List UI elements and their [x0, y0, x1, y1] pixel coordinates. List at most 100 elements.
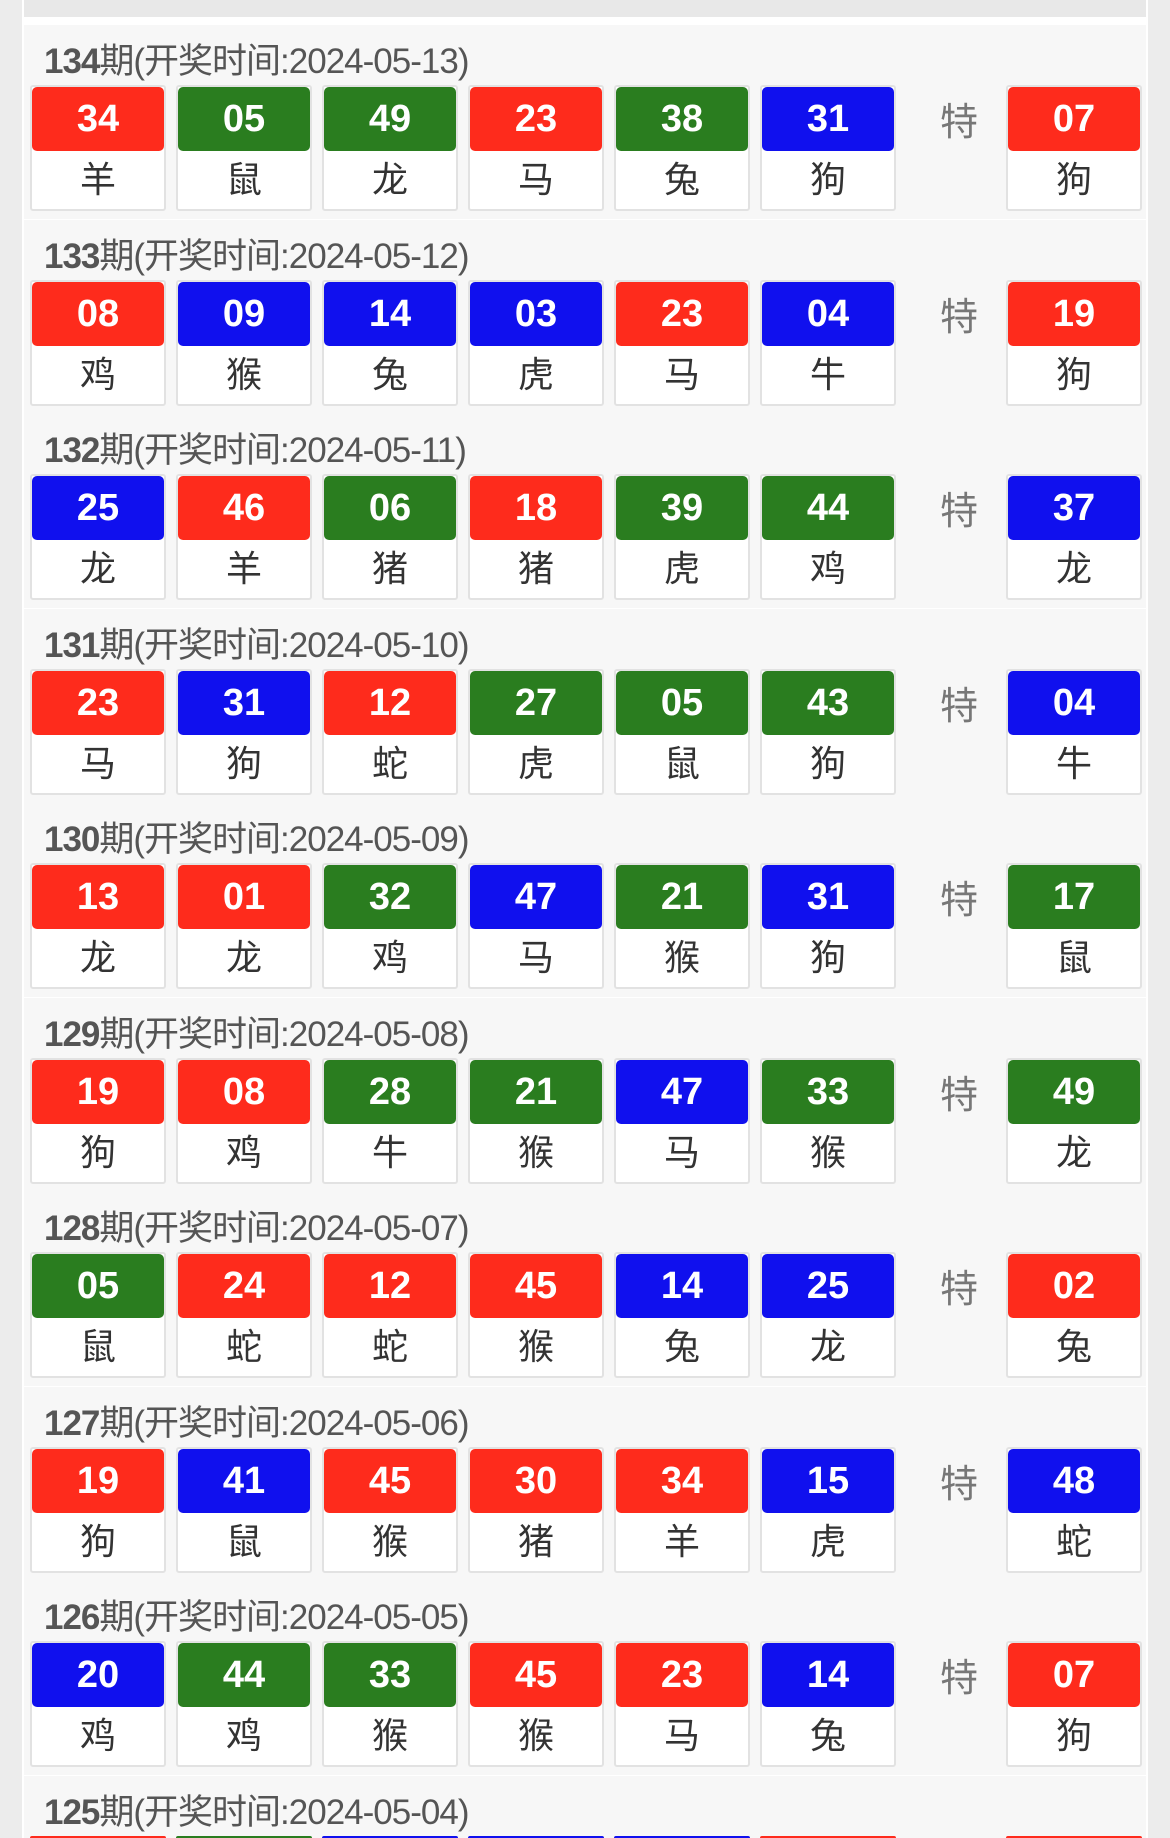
ball: 05 鼠 [176, 85, 312, 211]
period-number: 133 [44, 236, 100, 276]
period-number: 127 [44, 1403, 100, 1443]
zodiac-label: 羊 [225, 548, 262, 589]
ball: 31 狗 [760, 85, 896, 211]
ball: 30 猪 [468, 1446, 604, 1573]
ball [468, 1835, 604, 1838]
ball-number: 07 [1008, 87, 1140, 151]
zodiac-label: 虎 [663, 548, 700, 589]
zodiac-label: 兔 [371, 353, 408, 395]
zodiac-label: 狗 [809, 742, 846, 784]
ball: 31 狗 [176, 668, 312, 795]
special-ball: 17 鼠 [1006, 863, 1142, 989]
ball-number: 25 [762, 1254, 894, 1318]
ball-number: 05 [178, 87, 310, 151]
ball-number: 44 [762, 476, 894, 540]
period-number: 125 [44, 1792, 100, 1832]
ball: 14 兔 [322, 279, 458, 406]
zodiac-label: 猴 [517, 1715, 554, 1756]
period-number: 126 [44, 1598, 100, 1637]
ball: 23 马 [614, 1641, 750, 1767]
ball: 43 狗 [760, 668, 896, 795]
zodiac-label: 猪 [517, 1520, 554, 1562]
ball-number: 05 [32, 1254, 164, 1318]
ball: 47 马 [468, 863, 604, 989]
ball-number: 27 [470, 670, 602, 735]
zodiac-label: 猴 [517, 1326, 554, 1367]
ball: 18 猪 [468, 474, 604, 600]
zodiac-label: 兔 [809, 1715, 846, 1756]
zodiac-label: 兔 [1055, 1326, 1092, 1367]
ball-number: 19 [1008, 281, 1140, 346]
ball: 28 牛 [322, 1057, 458, 1184]
ball-number: 02 [1008, 1254, 1140, 1318]
ball: 39 虎 [614, 474, 750, 600]
zodiac-label: 狗 [79, 1520, 116, 1562]
zodiac-label: 羊 [79, 159, 116, 200]
ball-number: 34 [32, 87, 164, 151]
ball-number: 06 [324, 476, 456, 540]
ball: 08 鸡 [176, 1057, 312, 1184]
draw-block: 128期(开奖时间:2024-05-07) 05 鼠 24 蛇 12 蛇 45 猴 14 兔 25 龙特… [24, 1192, 1146, 1386]
zodiac-label: 牛 [371, 1131, 408, 1173]
zodiac-label: 狗 [1055, 159, 1092, 200]
ball-number: 04 [762, 281, 894, 346]
ball-number: 24 [178, 1254, 310, 1318]
special-ball: 49 龙 [1006, 1057, 1142, 1184]
draw-title: 127期(开奖时间:2024-05-06) [44, 1395, 469, 1446]
ball [30, 1835, 166, 1838]
draw-date: 期(开奖时间:2024-05-12) [99, 236, 469, 276]
ball-number: 49 [324, 87, 456, 151]
ball-number [322, 1835, 458, 1838]
ball-number: 34 [616, 1448, 748, 1513]
ball-number: 43 [762, 670, 894, 735]
top-bar [24, 0, 1146, 17]
ball-number: 09 [178, 281, 310, 346]
draw-block: 127期(开奖时间:2024-05-06) 19 狗 41 鼠 45 猴 30 猪 34 羊 15 虎特… [24, 1386, 1146, 1581]
zodiac-label: 鸡 [809, 548, 846, 589]
ball-number: 19 [32, 1448, 164, 1513]
zodiac-label: 狗 [79, 1131, 116, 1173]
zodiac-label: 龙 [79, 548, 116, 589]
zodiac-label: 马 [663, 1715, 700, 1756]
draw-date: 期(开奖时间:2024-05-09) [99, 820, 469, 859]
ball-number: 45 [324, 1448, 456, 1513]
special-label: 特 [939, 296, 978, 339]
special-label: 特 [939, 880, 978, 922]
ball-number: 12 [324, 1254, 456, 1318]
ball-number: 47 [470, 865, 602, 929]
special-ball: 19 狗 [1006, 279, 1142, 406]
draw-title: 131期(开奖时间:2024-05-10) [44, 617, 469, 668]
special-ball: 48 蛇 [1006, 1446, 1142, 1573]
ball-number: 19 [32, 1059, 164, 1124]
ball: 13 龙 [30, 863, 166, 989]
ball-number: 08 [178, 1059, 310, 1124]
ball: 14 兔 [760, 1641, 896, 1767]
ball: 21 猴 [468, 1057, 604, 1184]
ball [322, 1835, 458, 1838]
zodiac-label: 猪 [517, 548, 554, 589]
special-label: 特 [939, 102, 978, 144]
special-label: 特 [939, 685, 978, 728]
zodiac-label: 马 [79, 742, 116, 784]
ball-number: 01 [178, 865, 310, 929]
zodiac-label: 马 [663, 1131, 700, 1173]
ball: 44 鸡 [176, 1641, 312, 1767]
ball-number: 04 [1008, 670, 1140, 735]
zodiac-label: 猪 [371, 548, 408, 589]
draw-date: 期(开奖时间:2024-05-06) [99, 1403, 469, 1443]
draw-title: 128期(开奖时间:2024-05-07) [44, 1200, 469, 1251]
draw-date: 期(开奖时间:2024-05-05) [99, 1598, 469, 1637]
ball-number [30, 1835, 166, 1838]
special-ball: 04 牛 [1006, 668, 1142, 795]
zodiac-label: 狗 [1055, 353, 1092, 395]
period-number: 129 [44, 1014, 100, 1054]
special-label: 特 [939, 491, 978, 533]
ball: 45 猴 [322, 1446, 458, 1573]
draw-block: 130期(开奖时间:2024-05-09) 13 龙 01 龙 32 鸡 47 马 21 猴 31 狗特… [24, 803, 1146, 997]
zodiac-label: 龙 [225, 937, 262, 978]
ball: 31 狗 [760, 863, 896, 989]
draw-date: 期(开奖时间:2024-05-07) [99, 1209, 469, 1248]
ball-number: 03 [470, 281, 602, 346]
ball-number: 08 [32, 281, 164, 346]
ball-number: 39 [616, 476, 748, 540]
